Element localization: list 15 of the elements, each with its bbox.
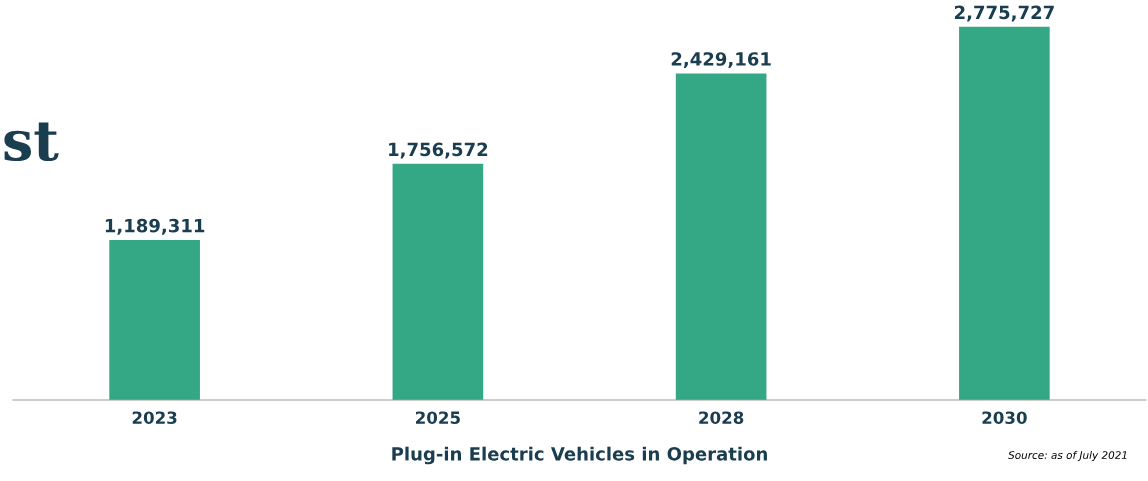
bar bbox=[675, 73, 767, 400]
source-note: Source: as of July 2021 bbox=[1008, 450, 1127, 462]
x-tick-label: 2028 bbox=[699, 411, 744, 425]
x-tick-label: 2023 bbox=[132, 411, 177, 425]
data-label: 1,189,311 bbox=[105, 218, 205, 235]
bar bbox=[392, 163, 484, 400]
bar bbox=[109, 240, 200, 400]
x-axis-title: Plug-in Electric Vehicles in Operation bbox=[392, 446, 767, 465]
data-label: 2,775,727 bbox=[954, 5, 1054, 22]
x-tick-label: 2030 bbox=[982, 411, 1027, 425]
annotation: st bbox=[4, 122, 59, 162]
data-label: 2,429,161 bbox=[671, 52, 771, 69]
data-label: 1,756,572 bbox=[389, 142, 488, 159]
x-tick-label: 2025 bbox=[416, 411, 460, 425]
bar bbox=[959, 26, 1050, 400]
